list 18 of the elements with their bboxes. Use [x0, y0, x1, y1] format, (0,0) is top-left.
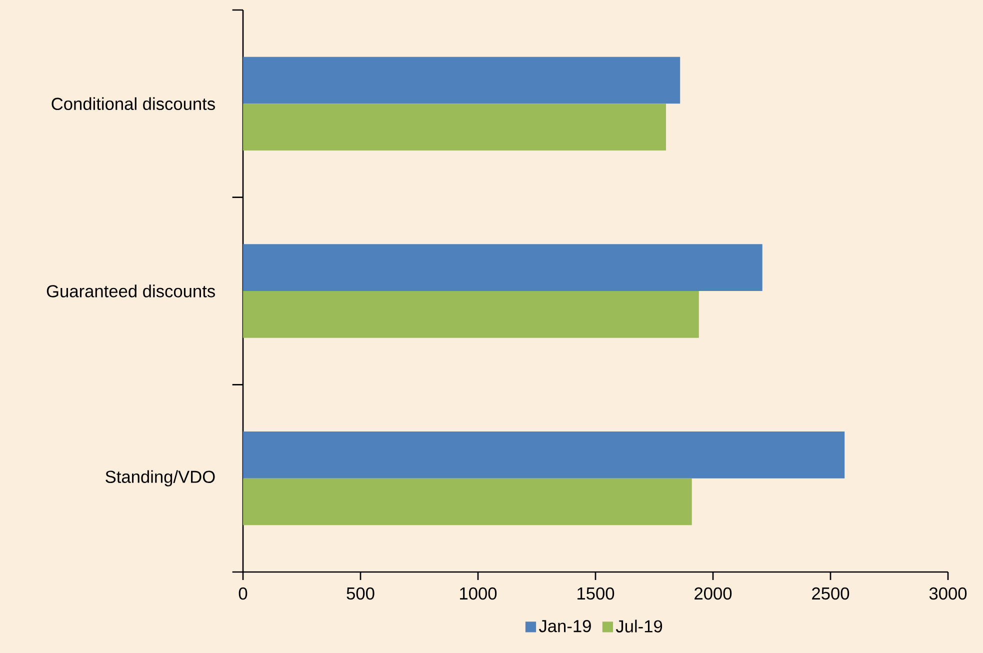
bar — [243, 478, 692, 526]
legend-label: Jan-19 — [539, 620, 591, 632]
bar — [243, 244, 762, 291]
y-tick-label: Conditional discounts — [52, 97, 215, 110]
legend-label: Jul-19 — [616, 620, 662, 632]
x-tick-label: 1500 — [578, 587, 614, 600]
y-tick-label: Standing/VDO — [106, 470, 215, 486]
bar — [243, 432, 845, 478]
x-tick-label: 2500 — [812, 587, 850, 600]
x-tick-label: 0 — [238, 587, 248, 600]
x-tick-label: 2000 — [694, 587, 732, 600]
bar — [243, 290, 699, 338]
x-tick-label: 1000 — [460, 587, 497, 600]
bar — [243, 56, 680, 104]
x-tick-label: 3000 — [929, 587, 967, 600]
y-tick-label: Guaranteed discounts — [46, 284, 215, 298]
x-tick-label: 500 — [346, 587, 374, 600]
bar — [243, 104, 666, 150]
